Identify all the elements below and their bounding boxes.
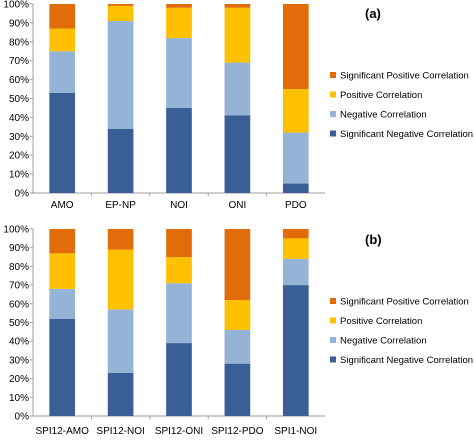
y-tick-label: 40% xyxy=(9,337,29,348)
legend-swatch-negative xyxy=(330,111,336,117)
bar-segment-spi12-oni-negative xyxy=(166,283,192,344)
bar-segment-oni-negative xyxy=(224,62,251,116)
bar-segment-noi-negative xyxy=(166,38,192,108)
bar-segment-spi12-oni-positive xyxy=(166,257,192,284)
chart-panel-a: 0% 10% 20% 30% 40% 50% 60% 70% 80% 90% 100% AMO EP-N… xyxy=(3,0,473,211)
bar-segment-spi12-amo-negative xyxy=(49,288,76,319)
legend-label-negative: Negative Correlation xyxy=(340,336,427,347)
bar-segment-ep-np-significant-negative xyxy=(107,128,134,193)
y-tick-label: 50% xyxy=(9,94,29,105)
bar-segment-spi1-noi-positive xyxy=(282,238,309,259)
bar-segment-spi12-noi-significant-negative xyxy=(107,372,134,416)
bar-segment-oni-significant-negative xyxy=(224,115,251,193)
y-tick-label: 100% xyxy=(3,225,29,236)
bar-segment-spi12-amo-significant-negative xyxy=(49,318,76,416)
y-tick-label: 90% xyxy=(9,243,29,254)
y-tick-label: 70% xyxy=(9,281,29,292)
bar-segment-spi12-noi-positive xyxy=(107,249,134,310)
bar-segment-ep-np-positive xyxy=(107,5,134,22)
legend-swatch-positive xyxy=(330,317,336,324)
legend-label-positive: Positive Correlation xyxy=(340,90,422,101)
x-category-label: SPI12-AMO xyxy=(36,426,90,437)
legend-label-significant-negative: Significant Negative Correlation xyxy=(340,129,473,140)
bar-segment-spi1-noi-significant-positive xyxy=(282,229,309,239)
bar-segment-spi12-oni-significant-negative xyxy=(166,343,192,416)
legend-swatch-positive xyxy=(330,91,336,98)
y-tick-label: 10% xyxy=(9,170,29,181)
bar-segment-oni-significant-positive xyxy=(224,4,251,8)
legend-swatch-significant-negative xyxy=(330,356,336,363)
bar-segment-amo-negative xyxy=(49,51,76,93)
y-tick-label: 20% xyxy=(9,151,29,162)
panel-label: (a) xyxy=(365,6,381,21)
bar-segment-pdo-significant-negative xyxy=(282,183,309,193)
bar-segment-amo-significant-negative xyxy=(49,92,76,193)
bar-segment-spi12-noi-significant-positive xyxy=(107,229,134,250)
x-category-label: SPI1-NOI xyxy=(274,426,317,437)
y-tick-label: 30% xyxy=(9,132,29,143)
y-tick-label: 60% xyxy=(9,75,29,86)
y-tick-label: 10% xyxy=(9,393,29,404)
bar-segment-oni-positive xyxy=(224,7,251,63)
bar-segment-noi-significant-negative xyxy=(166,107,192,193)
y-tick-label: 90% xyxy=(9,18,29,29)
y-tick-label: 100% xyxy=(3,0,29,11)
bar-segment-spi12-pdo-negative xyxy=(224,329,251,364)
legend-swatch-negative xyxy=(330,337,336,343)
y-tick-label: 70% xyxy=(9,56,29,67)
bar-segment-spi12-noi-negative xyxy=(107,309,134,373)
y-tick-label: 30% xyxy=(9,355,29,366)
x-category-label: SPI12-NOI xyxy=(96,426,144,437)
y-tick-label: 80% xyxy=(9,262,29,273)
x-category-label: SPI12-ONI xyxy=(155,426,203,437)
legend-swatch-significant-positive xyxy=(330,72,336,78)
bar-segment-noi-significant-positive xyxy=(166,4,192,8)
y-tick-label: 80% xyxy=(9,37,29,48)
x-category-label: PDO xyxy=(285,200,307,211)
bar-segment-pdo-positive xyxy=(282,89,309,133)
y-tick-label: 50% xyxy=(9,318,29,329)
legend-swatch-significant-positive xyxy=(330,298,336,304)
panel-label: (b) xyxy=(365,232,382,247)
bar-segment-pdo-negative xyxy=(282,132,309,184)
bar-segment-ep-np-negative xyxy=(107,21,134,129)
chart-panel-b: 0% 10% 20% 30% 40% 50% 60% 70% 80% 90% 100% SPI12-A… xyxy=(3,225,473,438)
bar-segment-spi1-noi-negative xyxy=(282,258,309,286)
y-tick-label: 0% xyxy=(15,412,30,423)
x-category-label: NOI xyxy=(170,200,188,211)
x-category-label: SPI12-PDO xyxy=(211,426,263,437)
legend-label-significant-positive: Significant Positive Correlation xyxy=(340,71,469,82)
bar-segment-spi12-amo-significant-positive xyxy=(49,229,76,254)
bar-segment-amo-positive xyxy=(49,28,76,52)
x-category-label: AMO xyxy=(51,200,74,211)
bar-segment-spi12-pdo-significant-positive xyxy=(224,229,251,301)
bar-segment-spi1-noi-significant-negative xyxy=(282,285,309,416)
x-category-label: ONI xyxy=(229,200,247,211)
legend-swatch-significant-negative xyxy=(330,130,336,137)
y-tick-label: 0% xyxy=(15,189,30,200)
y-tick-label: 40% xyxy=(9,113,29,124)
legend-label-negative: Negative Correlation xyxy=(340,110,427,121)
bar-segment-pdo-significant-positive xyxy=(282,4,309,90)
bar-segment-spi12-pdo-significant-negative xyxy=(224,363,251,416)
legend-label-significant-negative: Significant Negative Correlation xyxy=(340,355,473,366)
bar-segment-amo-significant-positive xyxy=(49,4,76,29)
bar-segment-ep-np-significant-positive xyxy=(107,4,134,6)
legend-label-positive: Positive Correlation xyxy=(340,316,422,327)
legend-label-significant-positive: Significant Positive Correlation xyxy=(340,297,469,308)
y-tick-label: 20% xyxy=(9,374,29,385)
bar-segment-spi12-amo-positive xyxy=(49,253,76,289)
bar-segment-noi-positive xyxy=(166,7,192,39)
x-category-label: EP-NP xyxy=(105,200,136,211)
bar-segment-spi12-pdo-positive xyxy=(224,300,251,330)
bar-segment-spi12-oni-significant-positive xyxy=(166,229,192,258)
y-tick-label: 60% xyxy=(9,299,29,310)
